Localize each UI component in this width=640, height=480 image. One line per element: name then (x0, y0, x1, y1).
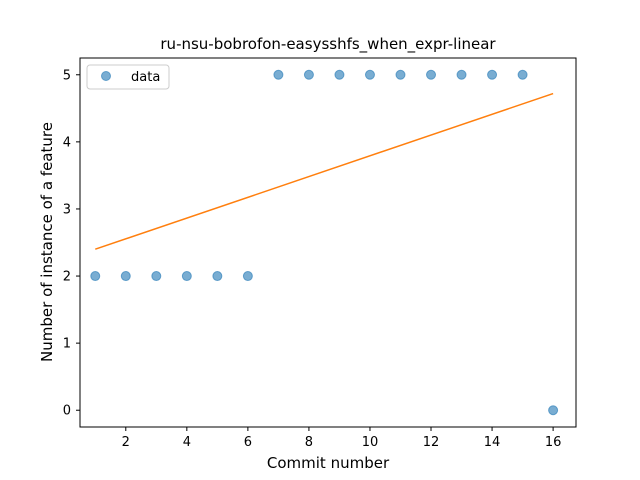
x-tick-label: 14 (484, 435, 501, 450)
plot-marks (90, 69, 559, 416)
data-point (303, 69, 314, 80)
data-point (517, 69, 528, 80)
data-point (151, 271, 162, 282)
data-point (487, 69, 498, 80)
y-tick-label: 2 (63, 270, 71, 285)
y-tick-label: 3 (63, 202, 71, 217)
data-point (273, 69, 284, 80)
legend: data (86, 64, 170, 90)
data-point (90, 271, 101, 282)
x-tick-label: 6 (244, 435, 252, 450)
legend-marker-data (101, 71, 111, 81)
data-point (181, 271, 192, 282)
data-point (548, 405, 559, 416)
legend-label-data: data (131, 70, 160, 85)
x-tick-label: 12 (423, 435, 440, 450)
data-point (212, 271, 223, 282)
data-point (456, 69, 467, 80)
data-point (334, 69, 345, 80)
x-tick-label: 4 (183, 435, 191, 450)
x-axis-title: Commit number (267, 454, 390, 472)
y-axis-title: Number of instance of a feature (38, 122, 56, 362)
x-tick-label: 2 (122, 435, 130, 450)
x-axis-ticks: 2 4 6 8 10 12 14 16 (122, 427, 562, 450)
y-tick-label: 1 (63, 337, 71, 352)
y-tick-label: 4 (63, 135, 71, 150)
y-axis-ticks: 0 1 2 3 4 5 (63, 68, 80, 419)
x-tick-label: 8 (305, 435, 313, 450)
data-point (395, 69, 406, 80)
trend-line (95, 92, 554, 250)
data-point (120, 271, 131, 282)
y-tick-label: 0 (63, 404, 71, 419)
x-tick-label: 16 (545, 435, 562, 450)
data-point (364, 69, 375, 80)
plot-frame (79, 57, 577, 428)
x-tick-label: 10 (362, 435, 379, 450)
legend-box (86, 64, 170, 90)
data-point (426, 69, 437, 80)
y-tick-label: 5 (63, 68, 71, 83)
chart-title: ru-nsu-bobrofon-easysshfs_when_expr-line… (160, 35, 496, 54)
data-point (242, 271, 253, 282)
